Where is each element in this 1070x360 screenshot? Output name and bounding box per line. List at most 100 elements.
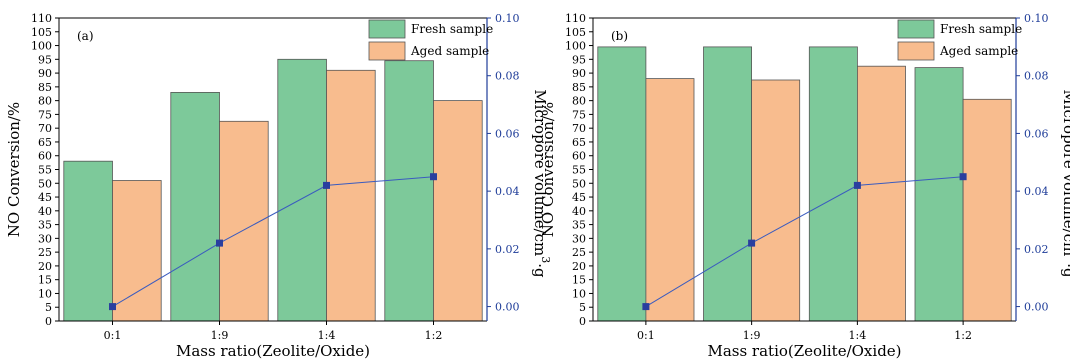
panel-label: (a): [77, 29, 94, 43]
y-tick-label: 55: [572, 164, 586, 177]
aged-bar: [112, 180, 162, 322]
legend-label: Aged sample: [410, 44, 489, 58]
x-tick-label: 1:9: [211, 329, 229, 342]
x-tick-label: 1:4: [849, 329, 867, 342]
y2-tick-label: 0.02: [495, 243, 520, 256]
fresh-bar: [63, 160, 113, 322]
y2-axis-title: Micropore volume/cm3·g: [1060, 89, 1070, 278]
y2-tick-label: 0.10: [495, 12, 520, 25]
y2-tick-label: 0.08: [1024, 70, 1049, 83]
y2-tick-label: 0.06: [1024, 127, 1049, 140]
fresh-bar: [914, 67, 964, 322]
x-tick-label: 1:2: [425, 329, 443, 342]
y-tick-label: 85: [572, 81, 586, 94]
y2-tick-label: 0.04: [1024, 185, 1049, 198]
y-tick-label: 15: [38, 274, 52, 287]
y2-tick-label: 0.10: [1024, 12, 1049, 25]
y-tick-label: 65: [572, 136, 586, 149]
y2-tick-label: 0.00: [495, 301, 520, 314]
y-tick-label: 80: [572, 95, 586, 108]
y-tick-label: 5: [45, 301, 52, 314]
micropore-marker: [323, 181, 330, 189]
x-tick-label: 1:4: [318, 329, 336, 342]
y-tick-label: 25: [38, 246, 52, 259]
y2-tick-label: 0.00: [1024, 301, 1049, 314]
y-tick-label: 85: [38, 81, 52, 94]
x-tick-label: 0:1: [104, 329, 122, 342]
fresh-bar: [808, 46, 858, 322]
y-tick-label: 60: [572, 150, 586, 163]
y-tick-label: 0: [45, 315, 52, 328]
legend-label: Fresh sample: [940, 22, 1022, 36]
x-tick-label: 1:2: [954, 329, 972, 342]
aged-bar: [751, 79, 801, 322]
legend-label: Fresh sample: [411, 22, 493, 36]
y-axis-title: NO Conversion/%: [5, 102, 23, 237]
y-axis-title: NO Conversion/%: [539, 102, 557, 237]
y-tick-label: 110: [31, 12, 52, 25]
y-tick-label: 100: [31, 40, 52, 53]
y-tick-label: 90: [38, 67, 52, 80]
x-axis-title: Mass ratio(Zeolite/Oxide): [707, 342, 901, 360]
y-tick-label: 55: [38, 164, 52, 177]
y-tick-label: 0: [579, 315, 586, 328]
y-tick-label: 45: [572, 191, 586, 204]
y-tick-label: 70: [572, 122, 586, 135]
aged-bar: [645, 78, 695, 322]
aged-bar: [326, 69, 376, 322]
y-tick-label: 45: [38, 191, 52, 204]
y-tick-label: 30: [572, 232, 586, 245]
fresh-bar: [703, 46, 752, 322]
y-tick-label: 30: [38, 232, 52, 245]
y2-tick-label: 0.08: [495, 70, 520, 83]
panel-label: (b): [611, 29, 628, 43]
y-tick-label: 20: [572, 260, 586, 273]
aged-bar: [962, 98, 1012, 322]
y-tick-label: 110: [565, 12, 586, 25]
y-tick-label: 50: [572, 177, 586, 190]
micropore-line: [645, 176, 964, 308]
y-tick-label: 40: [572, 205, 586, 218]
y-tick-label: 10: [38, 287, 52, 300]
x-tick-label: 1:9: [743, 329, 761, 342]
y-tick-label: 65: [38, 136, 52, 149]
micropore-marker: [109, 303, 116, 311]
fresh-bar: [597, 46, 647, 322]
legend-aged-swatch: [368, 41, 406, 61]
y-tick-label: 95: [572, 53, 586, 66]
micropore-line: [112, 176, 434, 308]
chart-panel-b: 0510152025303540455055606570758085909510…: [539, 12, 1070, 360]
legend-aged-swatch: [897, 41, 935, 61]
micropore-marker: [853, 181, 861, 189]
x-axis-title: Mass ratio(Zeolite/Oxide): [176, 342, 370, 360]
y-tick-label: 80: [38, 95, 52, 108]
y2-tick-label: 0.04: [495, 185, 520, 198]
y-tick-label: 105: [565, 26, 586, 39]
fresh-bar: [384, 60, 434, 322]
y-tick-label: 35: [38, 219, 52, 232]
y-tick-label: 75: [38, 108, 52, 121]
y2-axis-title: Micropore volume/cm3·g: [531, 89, 552, 278]
micropore-marker: [748, 239, 756, 247]
fresh-bar: [170, 92, 220, 322]
y-tick-label: 75: [572, 108, 586, 121]
legend-fresh-swatch: [368, 19, 406, 39]
y-tick-label: 90: [572, 67, 586, 80]
x-tick-label: 0:1: [637, 329, 655, 342]
y-tick-label: 60: [38, 150, 52, 163]
legend-label: Aged sample: [939, 44, 1018, 58]
chart-panel-a: 0510152025303540455055606570758085909510…: [5, 12, 552, 360]
y-tick-label: 50: [38, 177, 52, 190]
y-tick-label: 20: [38, 260, 52, 273]
y-tick-label: 35: [572, 219, 586, 232]
y-tick-label: 70: [38, 122, 52, 135]
y-tick-label: 100: [565, 40, 586, 53]
fresh-bar: [277, 58, 327, 322]
y-tick-label: 95: [38, 53, 52, 66]
aged-bar: [857, 65, 906, 322]
micropore-marker: [430, 173, 437, 181]
micropore-marker: [959, 173, 967, 181]
y-tick-label: 10: [572, 287, 586, 300]
y-tick-label: 5: [579, 301, 586, 314]
